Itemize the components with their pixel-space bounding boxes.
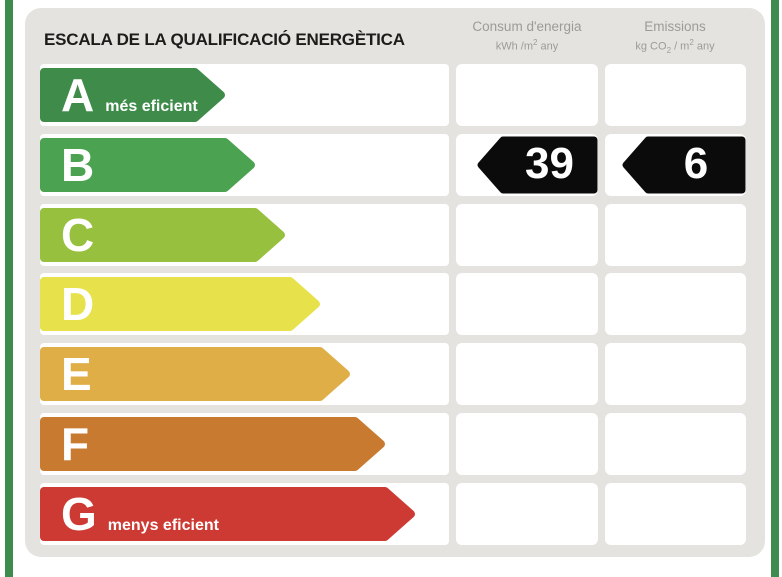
consum-header-label: Consum d'energia [472,19,582,34]
scale-title: ESCALA DE LA QUALIFICACIÓ ENERGÈTICA [44,30,405,49]
emissions-cell [605,413,746,475]
emissions-header-units: kg CO2 / m2 any [635,38,715,55]
rating-arrow-f-icon [40,417,385,471]
emissions-cell [605,343,746,405]
emissions-header-label: Emissions [644,19,706,34]
rating-letter: C [61,209,95,261]
rating-row-c: C [25,204,765,266]
rating-label-f: F [61,417,100,471]
rating-letter: D [61,278,95,330]
emissions-value: 6 [683,139,709,188]
rating-letter: A [61,69,95,121]
rating-row-d: D [25,273,765,335]
emissions-value-marker: 6 [622,136,746,194]
consum-cell [456,343,598,405]
rating-letter: F [61,418,90,470]
rating-letter: B [61,139,95,191]
emissions-cell [605,204,746,266]
rating-row-e: E [25,343,765,405]
rating-letter: E [61,348,92,400]
column-header-emissions: Emissions kg CO2 / m2 any [585,18,765,58]
consum-cell [456,413,598,475]
emissions-cell [605,483,746,545]
consum-cell [456,273,598,335]
energy-scale-panel: ESCALA DE LA QUALIFICACIÓ ENERGÈTICA Con… [25,8,765,557]
rating-arrow-b-icon [40,138,255,192]
rating-letter: G [61,488,97,540]
rating-label-d: D [61,277,105,331]
rating-arrow-g-icon [40,487,415,541]
consum-value-arrow-icon [477,136,598,194]
rating-arrow-d-icon [40,277,320,331]
consum-header-units: kWh /m2 any [495,38,559,53]
left-frame-bar [5,0,13,577]
rating-note: menys eficient [107,517,219,534]
emissions-cell [605,64,746,126]
consum-value-marker: 39 [477,136,598,194]
consum-cell [456,64,598,126]
rating-arrow-a-icon [40,68,225,122]
consum-cell [456,483,598,545]
consum-cell [456,204,598,266]
rating-row-f: F [25,413,765,475]
rating-label-e: E [61,347,103,401]
column-header-consum: Consum d'energia kWh /m2 any [437,18,617,55]
rating-arrow-e-icon [40,347,350,401]
rating-label-b: B [61,138,105,192]
consum-value: 39 [525,139,574,188]
rating-note: més eficient [105,98,198,115]
right-frame-bar [771,0,779,577]
rating-arrow-c-icon [40,208,285,262]
emissions-value-arrow-icon [622,136,746,194]
emissions-cell [605,273,746,335]
rating-label-c: C [61,208,105,262]
